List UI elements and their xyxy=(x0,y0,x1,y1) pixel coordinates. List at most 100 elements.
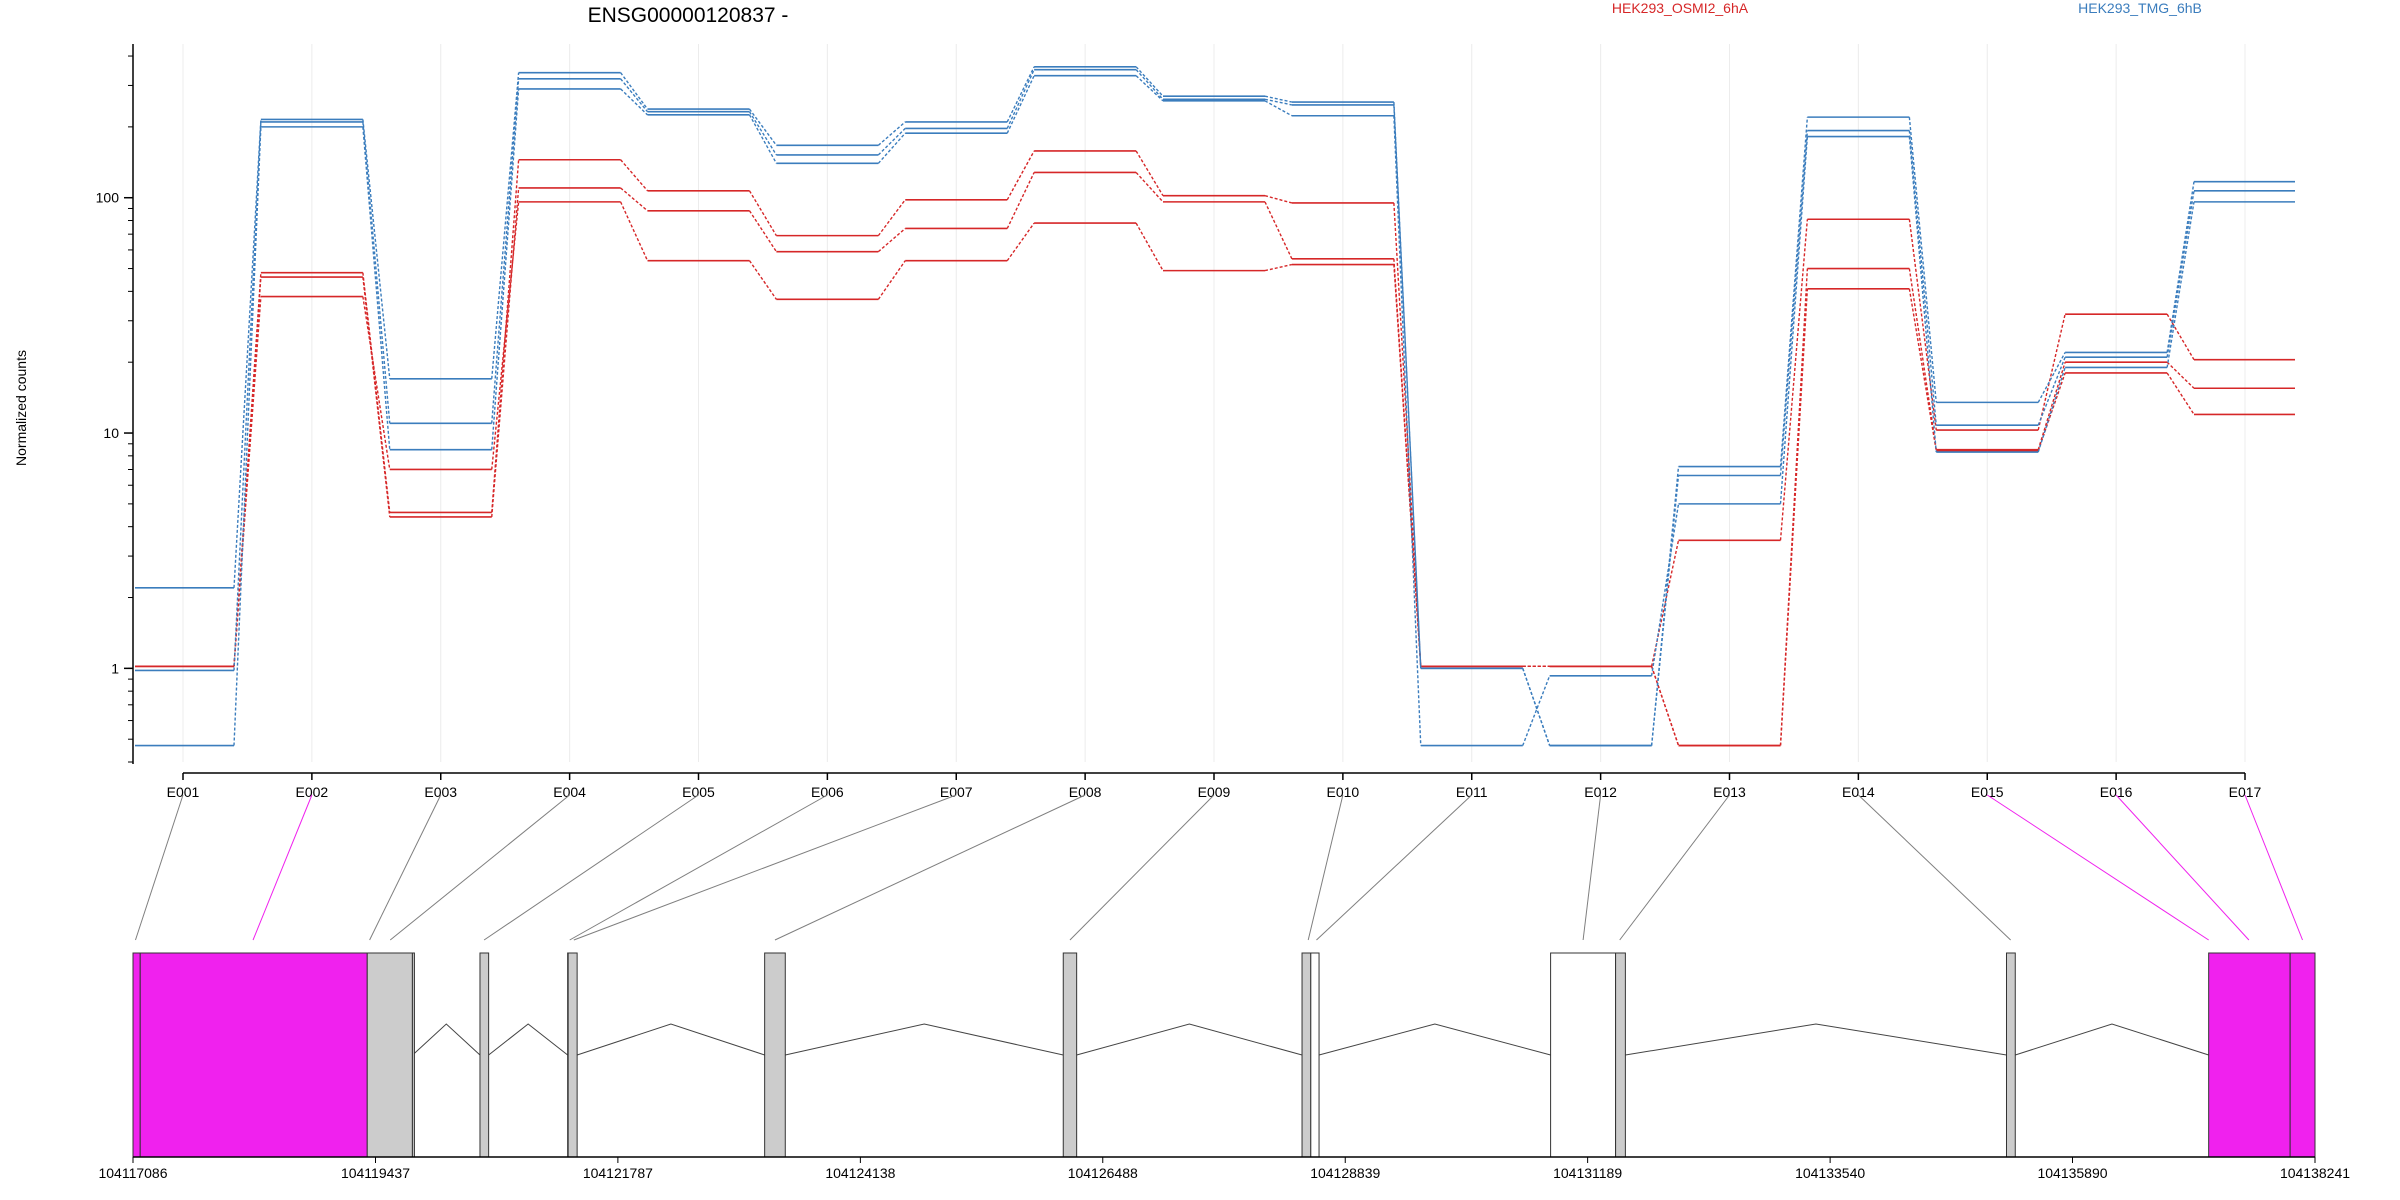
intron xyxy=(488,1023,568,1056)
series-connector xyxy=(1135,66,1164,97)
series-connector xyxy=(877,127,906,156)
series-connector xyxy=(1006,222,1035,262)
exon-box xyxy=(411,952,415,1158)
x-tick-label: E016 xyxy=(2100,784,2133,800)
series-connector xyxy=(362,276,391,518)
bin-link xyxy=(1986,794,2209,941)
bin-link xyxy=(1619,794,1730,941)
series-connector xyxy=(877,260,906,300)
series-connector xyxy=(1135,75,1164,102)
series-connector xyxy=(1908,136,1937,453)
series-connector xyxy=(1264,263,1293,272)
series-connector xyxy=(620,159,649,192)
series-connector xyxy=(620,187,648,212)
series-connector xyxy=(233,119,262,588)
intron xyxy=(1625,1023,2007,1056)
series-connector xyxy=(1264,201,1293,260)
series-red xyxy=(135,201,2295,747)
series-connector xyxy=(748,114,777,164)
series-connector xyxy=(1779,288,1809,746)
y-tick-label: 10 xyxy=(103,425,119,441)
x-tick-label: E010 xyxy=(1327,784,1360,800)
series-connector xyxy=(491,187,520,517)
intron xyxy=(785,1023,1064,1056)
x-tick-label: E001 xyxy=(167,784,200,800)
coordinate-label: 104138241 xyxy=(2280,1165,2350,1181)
x-tick-label: E009 xyxy=(1198,784,1231,800)
bin-link xyxy=(1582,794,1602,941)
exon-box xyxy=(764,952,786,1158)
series-connector xyxy=(1006,66,1035,123)
x-tick-label: E012 xyxy=(1584,784,1617,800)
series-connector xyxy=(233,277,262,667)
series-connector xyxy=(1522,668,1551,746)
coordinate-label: 104135890 xyxy=(2037,1165,2107,1181)
series-connector xyxy=(362,119,391,379)
series-connector xyxy=(2166,190,2195,358)
bin-link xyxy=(1069,794,1215,941)
coordinate-label: 104119437 xyxy=(341,1165,410,1181)
bin-link xyxy=(135,794,184,941)
coordinate-label: 104117086 xyxy=(98,1165,167,1181)
series-connector xyxy=(491,72,520,379)
x-tick-label: E013 xyxy=(1713,784,1746,800)
bin-link xyxy=(1307,794,1344,941)
series-connector xyxy=(2166,201,2195,368)
gene-model: 104117086 104119437 104121787 104124138 1041… xyxy=(98,952,2350,1181)
series-connector xyxy=(1779,136,1809,504)
y-tick-label: 100 xyxy=(96,190,120,206)
series-connector xyxy=(1393,102,1422,669)
series-connector xyxy=(1393,115,1422,746)
series-connector xyxy=(748,190,777,236)
grid-lines xyxy=(182,44,2246,762)
x-tick-label: E002 xyxy=(296,784,329,800)
series-connector xyxy=(1393,258,1422,667)
series-connector xyxy=(1908,288,1937,451)
exon-box xyxy=(2005,952,2016,1158)
series-connector xyxy=(2166,372,2195,415)
bin-connectors xyxy=(135,794,2303,941)
y-axis: 1 10 100 xyxy=(96,44,134,764)
series-connector xyxy=(2166,181,2195,353)
series-connector xyxy=(877,199,906,237)
series-connector xyxy=(362,121,391,424)
exon-box xyxy=(1615,952,1626,1158)
series-connector xyxy=(1779,219,1809,541)
x-tick-label: E011 xyxy=(1456,784,1488,800)
series-connector xyxy=(1135,222,1164,271)
series-connector xyxy=(233,126,262,746)
bin-link xyxy=(1316,794,1473,941)
series-connector xyxy=(2166,313,2195,361)
x-tick-label: E006 xyxy=(811,784,844,800)
x-tick-label: E014 xyxy=(1842,784,1875,800)
series-connector xyxy=(233,296,262,667)
series-connector xyxy=(1908,130,1937,426)
bin-link xyxy=(1858,794,2011,941)
series-connector xyxy=(877,121,906,146)
series-connector xyxy=(491,159,520,513)
coordinate-label: 104131189 xyxy=(1553,1165,1622,1181)
series-connector xyxy=(1006,150,1035,201)
exon-box xyxy=(567,952,578,1158)
series-connector xyxy=(2037,361,2066,450)
series-connector xyxy=(1522,675,1551,746)
series-connector xyxy=(877,227,906,253)
series-connector xyxy=(362,126,391,450)
series-connector xyxy=(491,78,520,424)
exon-box xyxy=(139,952,368,1158)
series-connector xyxy=(233,121,262,671)
series-connector xyxy=(1908,117,1937,403)
legend-label-tmg: HEK293_TMG_6hB xyxy=(2078,0,2202,16)
series-connector xyxy=(620,78,649,113)
series-connector xyxy=(619,201,649,261)
intron xyxy=(2015,1023,2209,1056)
series-red xyxy=(135,171,2295,747)
series-red xyxy=(135,150,2295,668)
bin-link xyxy=(2244,794,2303,941)
coordinate-label: 104124138 xyxy=(825,1165,895,1181)
exon-box xyxy=(2289,952,2316,1158)
intron xyxy=(1318,1023,1551,1056)
series-connector xyxy=(1264,100,1293,117)
series-connector xyxy=(2037,352,2066,403)
